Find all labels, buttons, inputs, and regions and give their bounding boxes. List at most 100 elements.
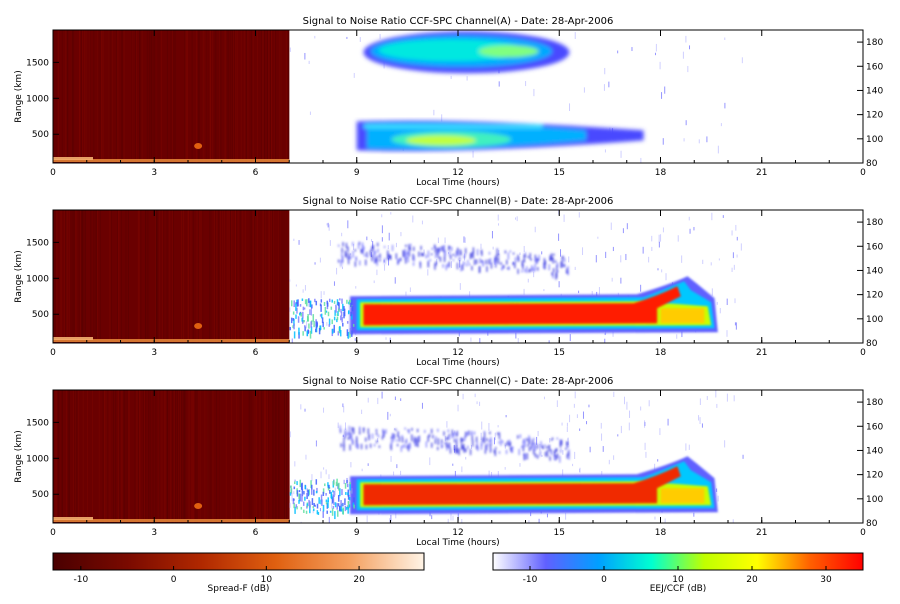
- noise-echo: [342, 434, 344, 438]
- noise-echo: [724, 440, 726, 448]
- noise-echo: [463, 236, 465, 243]
- spread-f-noise: [123, 390, 125, 523]
- spread-f-noise: [185, 30, 187, 163]
- spread-f-noise: [74, 210, 76, 343]
- noise-echo: [722, 215, 724, 218]
- spread-f-noise: [212, 390, 214, 523]
- noise-echo: [479, 401, 481, 406]
- noise-echo: [622, 228, 624, 234]
- y-axis-label: Range (km): [14, 430, 24, 482]
- spread-f-noise: [259, 390, 261, 523]
- noise-echo: [491, 230, 493, 239]
- spread-f-noise: [177, 390, 179, 523]
- y-tick-label: 1500: [26, 58, 49, 68]
- spread-f-noise: [261, 390, 263, 523]
- spread-f-noise: [188, 390, 190, 523]
- spread-f-noise: [255, 210, 257, 343]
- noise-echo: [732, 519, 734, 523]
- noise-echo: [350, 462, 352, 468]
- x-tick-label: 0: [50, 168, 56, 178]
- spread-f-noise: [218, 30, 220, 163]
- spread-f-noise: [177, 390, 179, 523]
- spread-f-noise: [154, 30, 156, 163]
- noise-echo: [640, 284, 642, 292]
- noise-echo: [720, 123, 722, 127]
- spread-f-noise: [203, 30, 205, 163]
- spread-f-noise: [161, 390, 163, 523]
- noise-echo: [372, 241, 374, 249]
- spread-f-noise: [191, 30, 193, 163]
- spread-f-noise: [283, 210, 285, 343]
- spread-f-noise: [209, 210, 211, 343]
- noise-echo: [304, 285, 306, 291]
- spread-f-noise: [230, 210, 232, 343]
- noise-echo: [326, 322, 328, 326]
- spread-f-noise: [111, 30, 113, 163]
- noise-echo: [461, 518, 463, 523]
- noise-echo: [343, 479, 345, 485]
- spread-f-noise: [56, 210, 58, 343]
- noise-echo: [716, 403, 718, 408]
- noise-echo: [736, 236, 738, 241]
- noise-echo: [659, 428, 661, 436]
- spread-f-noise: [79, 210, 81, 343]
- spread-f-noise: [267, 30, 269, 163]
- noise-echo: [381, 237, 383, 242]
- noise-echo: [383, 61, 385, 69]
- x-tick-label: 9: [354, 168, 360, 178]
- spread-f-region: [53, 210, 290, 343]
- spread-f-noise: [66, 210, 68, 343]
- noise-echo: [336, 306, 338, 314]
- noise-echo: [310, 307, 312, 316]
- spread-f-noise: [170, 390, 172, 523]
- echo-upper: [363, 31, 570, 74]
- spread-f-noise: [131, 30, 133, 163]
- noise-echo: [698, 139, 700, 144]
- noise-echo: [295, 284, 297, 287]
- noise-echo: [608, 459, 610, 465]
- spread-f-noise: [278, 210, 280, 343]
- noise-echo: [474, 393, 476, 398]
- spread-f-noise: [155, 390, 157, 523]
- noise-echo: [300, 521, 302, 523]
- noise-echo: [543, 289, 545, 292]
- y2-tick-label: 80: [866, 159, 878, 169]
- spread-f-noise: [235, 210, 237, 343]
- noise-echo: [388, 258, 390, 266]
- spread-f-noise: [254, 210, 256, 343]
- noise-echo: [620, 150, 622, 158]
- panel-title: Signal to Noise Ratio CCF-SPC Channel(C)…: [303, 376, 614, 387]
- spread-f-noise: [85, 30, 87, 163]
- noise-echo: [334, 487, 336, 496]
- spread-f-noise: [83, 30, 85, 163]
- spread-f-noise: [65, 30, 67, 163]
- noise-echo: [681, 331, 683, 338]
- noise-echo: [659, 61, 661, 70]
- y-tick-label: 500: [32, 490, 49, 500]
- spread-f-noise: [57, 30, 59, 163]
- spread-f-noise: [251, 390, 253, 523]
- spread-f-noise: [95, 210, 97, 343]
- spread-f-noise: [125, 210, 127, 343]
- colorbar-tick-label: 10: [261, 575, 273, 585]
- spread-f-noise: [261, 30, 263, 163]
- spread-f-noise: [102, 390, 104, 523]
- noise-echo: [367, 397, 369, 403]
- noise-echo: [293, 491, 295, 495]
- x-tick-label: 21: [756, 348, 767, 358]
- spread-f-noise: [272, 210, 274, 343]
- noise-echo: [328, 516, 330, 523]
- x-axis-label: Local Time (hours): [416, 178, 499, 188]
- noise-echo: [400, 470, 402, 476]
- noise-echo: [662, 138, 664, 145]
- noise-echo: [642, 246, 644, 254]
- y2-tick-label: 80: [866, 339, 878, 349]
- noise-echo: [466, 76, 468, 81]
- spread-f-noise: [135, 390, 137, 523]
- spread-f-noise: [81, 210, 83, 343]
- noise-echo: [591, 291, 593, 295]
- noise-echo: [497, 425, 499, 428]
- spread-f-noise: [65, 390, 67, 523]
- noise-echo: [427, 269, 429, 276]
- noise-echo: [626, 401, 628, 410]
